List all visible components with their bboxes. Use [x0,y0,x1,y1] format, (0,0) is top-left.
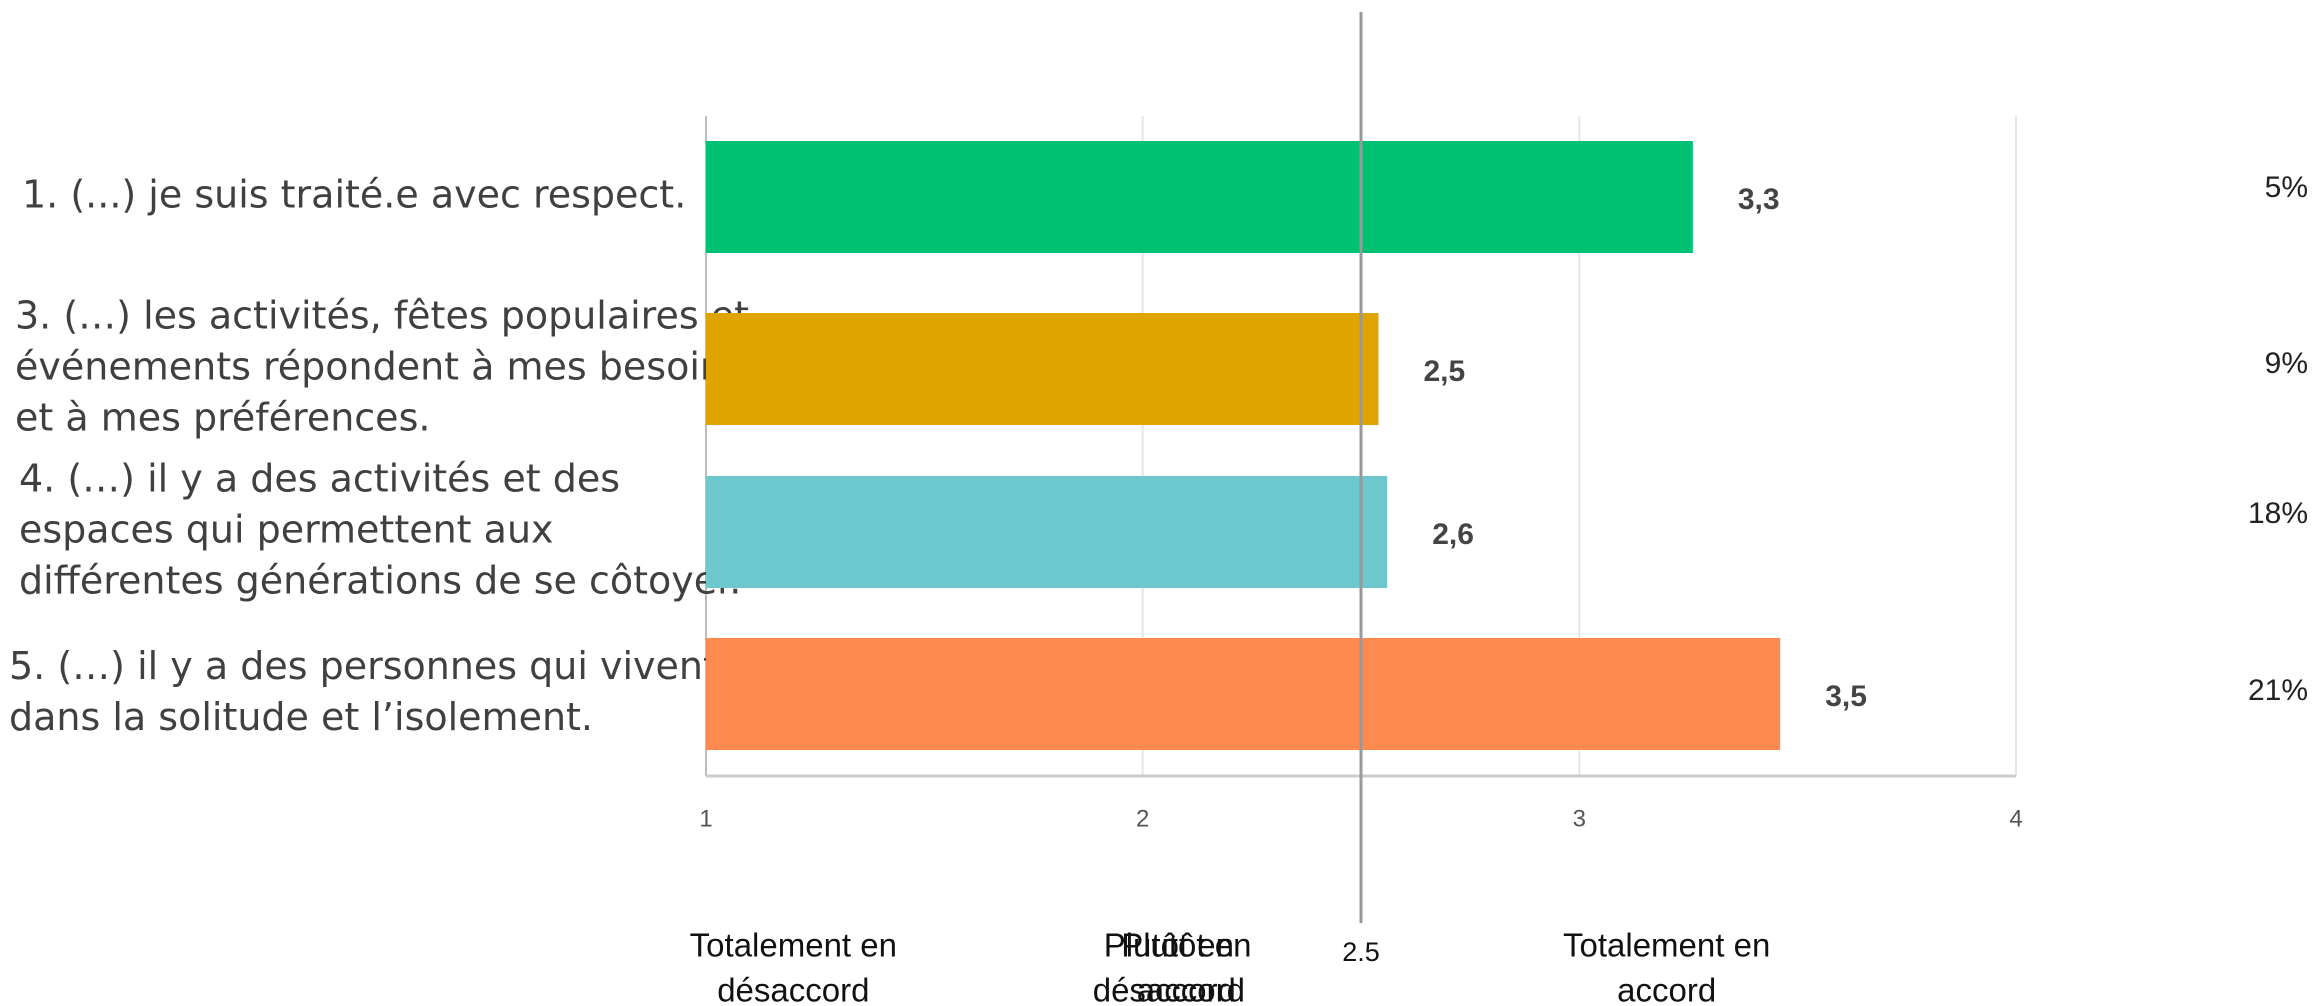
x-tick-label: 1 [699,805,712,832]
scale-label: Totalement en [1563,927,1770,964]
scale-label: Plutôt en [1121,927,1251,964]
bar [706,313,1379,425]
percent-label: 18% [2248,497,2308,530]
category-label: 5. (…) il y a des personnes qui vivent [9,644,718,688]
data-label: 3,5 [1825,680,1867,713]
x-tick-label: 2 [1136,805,1149,832]
x-tick-label: 4 [2009,805,2022,832]
bar [706,141,1693,253]
category-label: 3. (…) les activités, fêtes populaires e… [15,294,749,338]
scale-label: Plutôt en [1104,927,1234,964]
category-label: 1. (...) je suis traité.e avec respect. [22,173,686,217]
category-label: 4. (…) il y a des activités et des [19,457,620,501]
percent-label: 21% [2248,674,2308,707]
percent-label: 9% [2265,347,2308,380]
scale-label: Totalement en [690,927,897,964]
bar [706,638,1781,750]
reference-label: 2.5 [1342,937,1380,967]
category-label: dans la solitude et l’isolement. [9,695,593,739]
category-label: événements répondent à mes besoins [15,345,744,389]
scale-label: désaccord [717,972,869,1006]
category-label: et à mes préférences. [15,396,430,440]
scale-label: accord [1617,972,1716,1006]
scale-label: accord [1137,972,1236,1006]
category-label: espaces qui permettent aux [19,508,554,552]
x-tick-label: 3 [1573,805,1586,832]
scale-label: désaccord [1093,972,1245,1006]
category-label: différentes générations de se côtoyer. [19,559,741,603]
data-label: 3,3 [1738,183,1780,216]
data-label: 2,5 [1423,355,1465,388]
bar [706,476,1388,588]
percent-label: 5% [2265,171,2308,204]
data-label: 2,6 [1432,518,1474,551]
